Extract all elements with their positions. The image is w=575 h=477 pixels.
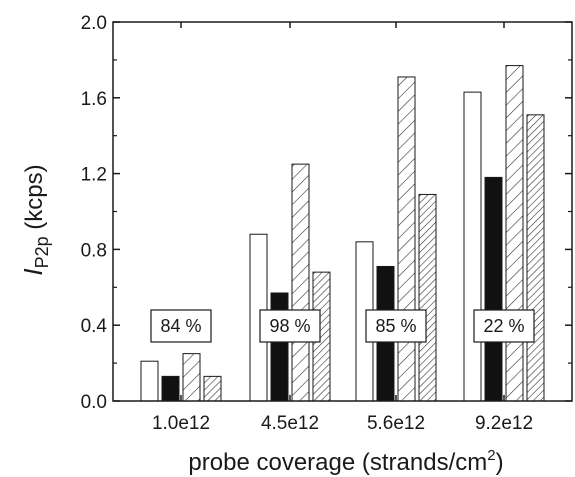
- x-axis-title-suffix: ): [496, 449, 504, 476]
- y-tick-label: 0.0: [81, 392, 107, 413]
- x-tick-label: 4.5e12: [261, 413, 319, 434]
- bar-solid-4.5e12: [270, 292, 289, 402]
- bar-solid-9.2e12: [484, 176, 503, 402]
- y-axis-ticks: 0.0 0.4 0.8 1.2 1.6 2.0: [81, 13, 572, 413]
- bar-dense-hatch-1.0e12: [203, 375, 222, 402]
- annotation-box: [365, 309, 427, 343]
- plot-frame: [112, 21, 573, 402]
- y-tick-label: 0.8: [81, 240, 107, 261]
- annotation-label: 98 %: [269, 316, 310, 336]
- annotation-box: [473, 309, 535, 343]
- bars-group: [140, 65, 545, 402]
- x-axis-ticks: 1.0e12 4.5e12 5.6e12 9.2e12: [152, 22, 533, 434]
- bar-open-9.2e12: [463, 91, 482, 402]
- x-axis-title-text: probe coverage (strands/cm: [188, 449, 487, 476]
- bar-wide-hatch-5.6e12: [397, 76, 416, 402]
- annotation-box: [150, 309, 212, 343]
- x-axis-title-superscript: 2: [487, 447, 495, 464]
- y-tick-label: 1.2: [81, 165, 107, 186]
- x-tick-label: 1.0e12: [152, 413, 210, 434]
- x-axis-title: probe coverage (strands/cm2): [188, 447, 503, 476]
- bar-wide-hatch-4.5e12: [291, 163, 310, 402]
- bar-solid-1.0e12: [161, 375, 180, 402]
- y-tick-label: 1.6: [81, 89, 107, 110]
- annotation-label: 22 %: [483, 316, 524, 336]
- bar-wide-hatch-1.0e12: [182, 353, 201, 402]
- y-axis-title-symbol: I: [18, 268, 48, 275]
- y-tick-label: 0.4: [81, 316, 108, 337]
- y-axis-title-unit: (kcps): [21, 164, 48, 236]
- bar-dense-hatch-9.2e12: [526, 114, 545, 402]
- annotation-label: 84 %: [160, 316, 201, 336]
- annotation-box: [259, 309, 321, 343]
- bar-wide-hatch-9.2e12: [505, 65, 524, 402]
- plot-border: [112, 21, 573, 402]
- y-axis-title: IP2p (kcps): [18, 164, 52, 275]
- x-tick-label: 5.6e12: [367, 413, 425, 434]
- annotation-group: 84 % 98 % 85 % 22 %: [150, 309, 535, 343]
- annotation-label: 85 %: [375, 316, 416, 336]
- y-tick-label: 2.0: [81, 13, 107, 34]
- y-axis-title-subscript: P2p: [32, 236, 52, 268]
- bar-open-1.0e12: [140, 360, 159, 402]
- x-tick-label: 9.2e12: [475, 413, 533, 434]
- bar-dense-hatch-5.6e12: [418, 193, 437, 402]
